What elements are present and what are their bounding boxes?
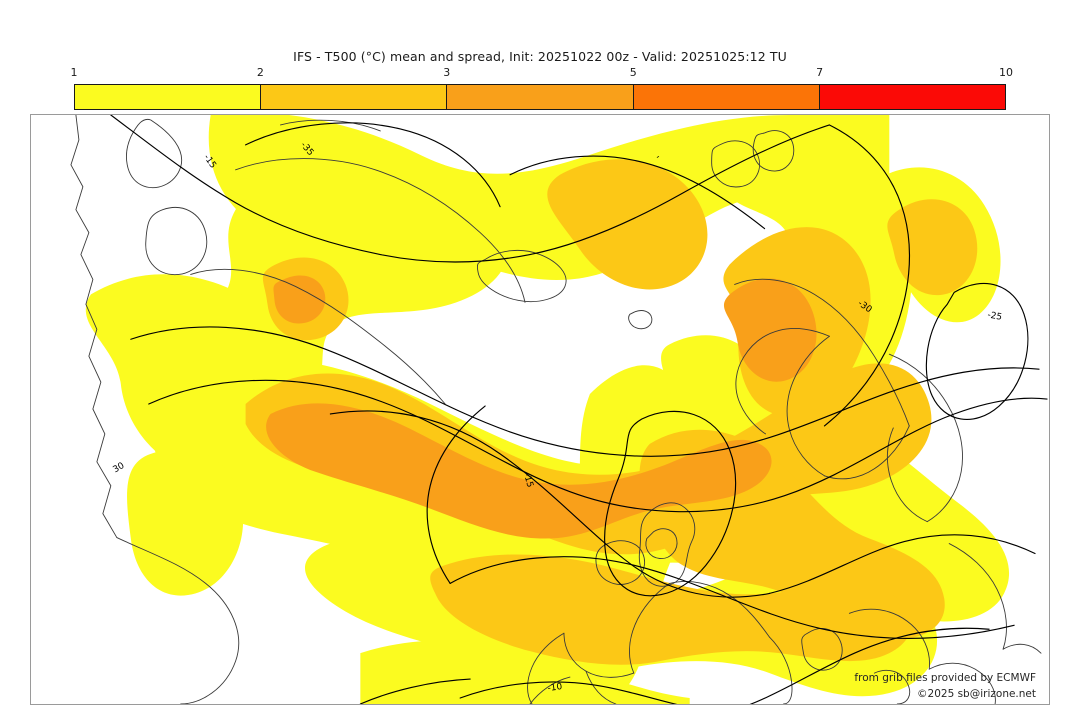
page-title: IFS - T500 (°C) mean and spread, Init: 2… bbox=[293, 49, 787, 64]
colorbar-tick-3: 5 bbox=[629, 66, 637, 79]
colorbar-segment-5-7 bbox=[632, 85, 819, 109]
colorbar-tick-1: 2 bbox=[256, 66, 264, 79]
colorbar-segment-2-3 bbox=[260, 85, 447, 109]
colorbar-tick-4: 7 bbox=[816, 66, 824, 79]
colorbar-tick-5: 10 bbox=[999, 66, 1013, 79]
map-panel[interactable]: -15 -35 -30 -30 -25 -15 -10 bbox=[30, 114, 1050, 705]
colorbar bbox=[74, 84, 1006, 110]
colorbar-segment-3-5 bbox=[446, 85, 633, 109]
spread-shading-level-3 bbox=[266, 275, 817, 539]
contour-label-minus10: -10 bbox=[547, 682, 563, 694]
map-canvas: -15 -35 -30 -30 -25 -15 -10 bbox=[70, 115, 1048, 704]
contour-label-minus25: -25 bbox=[987, 310, 1003, 322]
mean-contours bbox=[110, 115, 1048, 704]
colorbar-tick-labels: 1 2 3 5 7 10 bbox=[70, 66, 1014, 82]
colorbar-segments bbox=[74, 84, 1006, 110]
coastlines bbox=[70, 115, 1042, 704]
colorbar-segment-1-2 bbox=[75, 85, 261, 109]
colorbar-tick-2: 3 bbox=[443, 66, 451, 79]
contour-label-minus15-west: -15 bbox=[521, 472, 534, 489]
colorbar-tick-0: 1 bbox=[70, 66, 78, 79]
colorbar-segment-7-10 bbox=[818, 85, 1006, 109]
